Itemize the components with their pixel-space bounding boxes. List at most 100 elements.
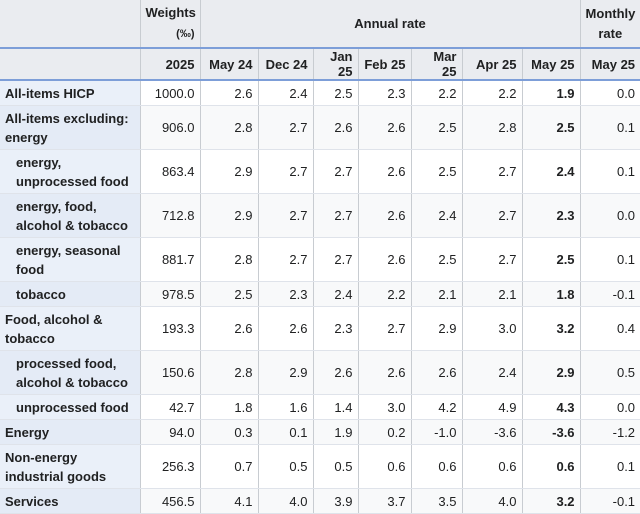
annual-rate-cell: 1.8: [522, 281, 581, 307]
annual-rate-cell: 2.7: [313, 193, 359, 238]
annual-rate-cell: 2.2: [411, 80, 463, 106]
monthly-rate-cell: 0.4: [580, 306, 640, 351]
annual-rate-cell: 3.2: [522, 488, 581, 514]
annual-rate-cell: 2.6: [411, 350, 463, 395]
monthly-rate-cell: 0.0: [580, 394, 640, 420]
weights-unit: (‰): [176, 28, 195, 40]
annual-rate-cell: 2.7: [258, 105, 314, 150]
monthly-rate-cell: 0.5: [580, 350, 640, 395]
annual-rate-cell: 2.9: [258, 350, 314, 395]
annual-rate-cell: 4.2: [411, 394, 463, 420]
row-label: Services: [0, 488, 141, 514]
annual-rate-cell: 2.9: [200, 149, 259, 194]
table-row: energy, food, alcohol & tobacco 712.8 2.9 2…: [0, 193, 640, 238]
weights-header: Weights (‰): [140, 0, 201, 48]
annual-rate-cell: 2.4: [411, 193, 463, 238]
annual-rate-cell: 2.6: [358, 350, 412, 395]
annual-rate-cell: 2.5: [411, 105, 463, 150]
annual-rate-cell: 0.3: [200, 419, 259, 445]
annual-rate-cell: 2.4: [462, 350, 523, 395]
table-row: processed food, alcohol & tobacco 150.6 2.…: [0, 350, 640, 395]
column-header: Jan 25: [313, 48, 359, 80]
row-label: energy, unprocessed food: [0, 149, 141, 194]
monthly-rate-cell: 0.1: [580, 149, 640, 194]
header-row-groups: Weights (‰) Annual rate Monthly rate: [0, 0, 640, 48]
annual-rate-cell: 2.6: [358, 193, 412, 238]
weight-cell: 906.0: [140, 105, 201, 150]
table-row: Non-energy industrial goods 256.3 0.7 0.5 0.…: [0, 444, 640, 489]
weight-cell: 978.5: [140, 281, 201, 307]
monthly-rate-cell: 0.0: [580, 80, 640, 106]
annual-rate-cell: 2.6: [313, 105, 359, 150]
table-row: unprocessed food 42.7 1.8 1.6 1.4 3.0 4.2 4.9 4.…: [0, 394, 640, 420]
monthly-rate-cell: -0.1: [580, 488, 640, 514]
annual-rate-cell: 3.0: [462, 306, 523, 351]
row-label: tobacco: [0, 281, 141, 307]
annual-rate-cell: 3.0: [358, 394, 412, 420]
annual-rate-cell: 2.4: [313, 281, 359, 307]
row-label: All-items HICP: [0, 80, 141, 106]
annual-rate-cell: 2.7: [462, 193, 523, 238]
corner-cell: [0, 48, 141, 80]
annual-rate-cell: 0.2: [358, 419, 412, 445]
weight-cell: 94.0: [140, 419, 201, 445]
row-label: Energy: [0, 419, 141, 445]
row-label: processed food, alcohol & tobacco: [0, 350, 141, 395]
annual-rate-cell: 2.4: [258, 80, 314, 106]
weight-cell: 1000.0: [140, 80, 201, 106]
annual-rate-cell: 2.7: [258, 193, 314, 238]
annual-rate-cell: 2.5: [200, 281, 259, 307]
annual-rate-cell: 2.9: [411, 306, 463, 351]
annual-rate-cell: 1.9: [522, 80, 581, 106]
annual-rate-cell: 0.5: [258, 444, 314, 489]
column-header: 2025: [140, 48, 201, 80]
annual-rate-cell: 2.5: [522, 237, 581, 282]
annual-rate-cell: 2.7: [358, 306, 412, 351]
weight-cell: 256.3: [140, 444, 201, 489]
annual-rate-cell: 2.3: [258, 281, 314, 307]
row-label: Non-energy industrial goods: [0, 444, 141, 489]
annual-rate-cell: 2.6: [313, 350, 359, 395]
row-label: energy, food, alcohol & tobacco: [0, 193, 141, 238]
weight-cell: 712.8: [140, 193, 201, 238]
column-header: Dec 24: [258, 48, 314, 80]
annual-rate-cell: 4.0: [462, 488, 523, 514]
annual-rate-cell: 2.8: [200, 350, 259, 395]
column-header: May 24: [200, 48, 259, 80]
row-label: unprocessed food: [0, 394, 141, 420]
annual-rate-cell: 4.9: [462, 394, 523, 420]
annual-rate-cell: -3.6: [462, 419, 523, 445]
table-row: tobacco 978.5 2.5 2.3 2.4 2.2 2.1 2.1 1.8 -0.1: [0, 281, 640, 307]
annual-rate-cell: 3.5: [411, 488, 463, 514]
annual-rate-cell: 2.4: [522, 149, 581, 194]
annual-rate-cell: 2.2: [358, 281, 412, 307]
annual-rate-cell: 2.3: [358, 80, 412, 106]
table-row: energy, seasonal food 881.7 2.8 2.7 2.7 2.6 2.…: [0, 237, 640, 282]
annual-rate-cell: 2.1: [411, 281, 463, 307]
annual-rate-cell: 2.6: [358, 237, 412, 282]
annual-rate-cell: 0.6: [358, 444, 412, 489]
annual-rate-cell: 2.6: [358, 149, 412, 194]
weight-cell: 881.7: [140, 237, 201, 282]
column-header: May 25: [580, 48, 640, 80]
column-header: May 25: [522, 48, 581, 80]
annual-rate-header: Annual rate: [200, 0, 581, 48]
annual-rate-cell: 2.6: [200, 80, 259, 106]
annual-rate-cell: 2.3: [522, 193, 581, 238]
header-row-periods: 2025 May 24 Dec 24 Jan 25 Feb 25 Mar 25 Apr 25…: [0, 48, 640, 80]
annual-rate-cell: -1.0: [411, 419, 463, 445]
annual-rate-cell: 1.8: [200, 394, 259, 420]
monthly-rate-cell: 0.1: [580, 237, 640, 282]
annual-rate-cell: 1.6: [258, 394, 314, 420]
annual-rate-cell: 2.6: [200, 306, 259, 351]
annual-rate-cell: 4.3: [522, 394, 581, 420]
annual-rate-cell: 2.7: [313, 149, 359, 194]
annual-rate-cell: 2.7: [258, 149, 314, 194]
annual-rate-cell: 0.6: [462, 444, 523, 489]
corner-cell: [0, 0, 141, 48]
monthly-rate-header: Monthly rate: [580, 0, 640, 48]
annual-rate-cell: 2.1: [462, 281, 523, 307]
row-label: Food, alcohol & tobacco: [0, 306, 141, 351]
annual-rate-cell: 0.7: [200, 444, 259, 489]
